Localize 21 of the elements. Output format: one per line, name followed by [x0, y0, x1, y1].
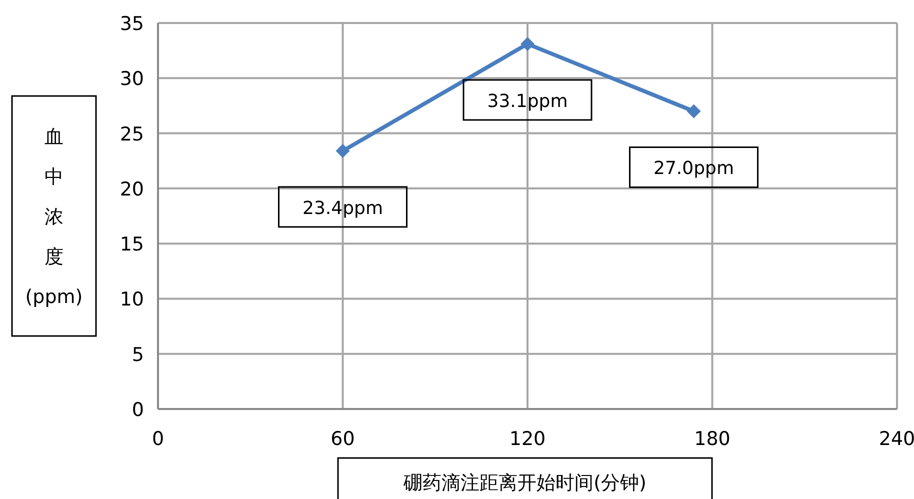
point: [520, 36, 534, 51]
x-tick-label: 240: [878, 428, 914, 450]
y-tick-label: 20: [120, 178, 144, 200]
data-label: 23.4ppm: [302, 198, 383, 219]
y-axis-title: 血中浓度(ppm): [25, 126, 83, 308]
data-label: 27.0ppm: [654, 158, 734, 180]
x-tick-label: 120: [509, 428, 546, 450]
y-tick-label: 30: [120, 68, 144, 90]
point: [336, 144, 350, 158]
y-tick-label: 15: [120, 234, 144, 256]
data-label: 33.1ppm: [487, 90, 568, 112]
x-tick-label: 0: [152, 428, 164, 450]
point: [686, 104, 701, 118]
y-tick-label: 0: [132, 399, 144, 421]
x-axis-title: 硼药滴注距离开始时间(分钟): [402, 472, 646, 494]
y-tick-label: 10: [120, 288, 144, 311]
y-tick-label: 35: [120, 13, 144, 35]
y-tick-label: 25: [120, 123, 144, 146]
y-tick-label: 5: [132, 344, 144, 366]
x-tick-label: 180: [694, 428, 730, 450]
x-tick-label: 60: [330, 428, 355, 450]
